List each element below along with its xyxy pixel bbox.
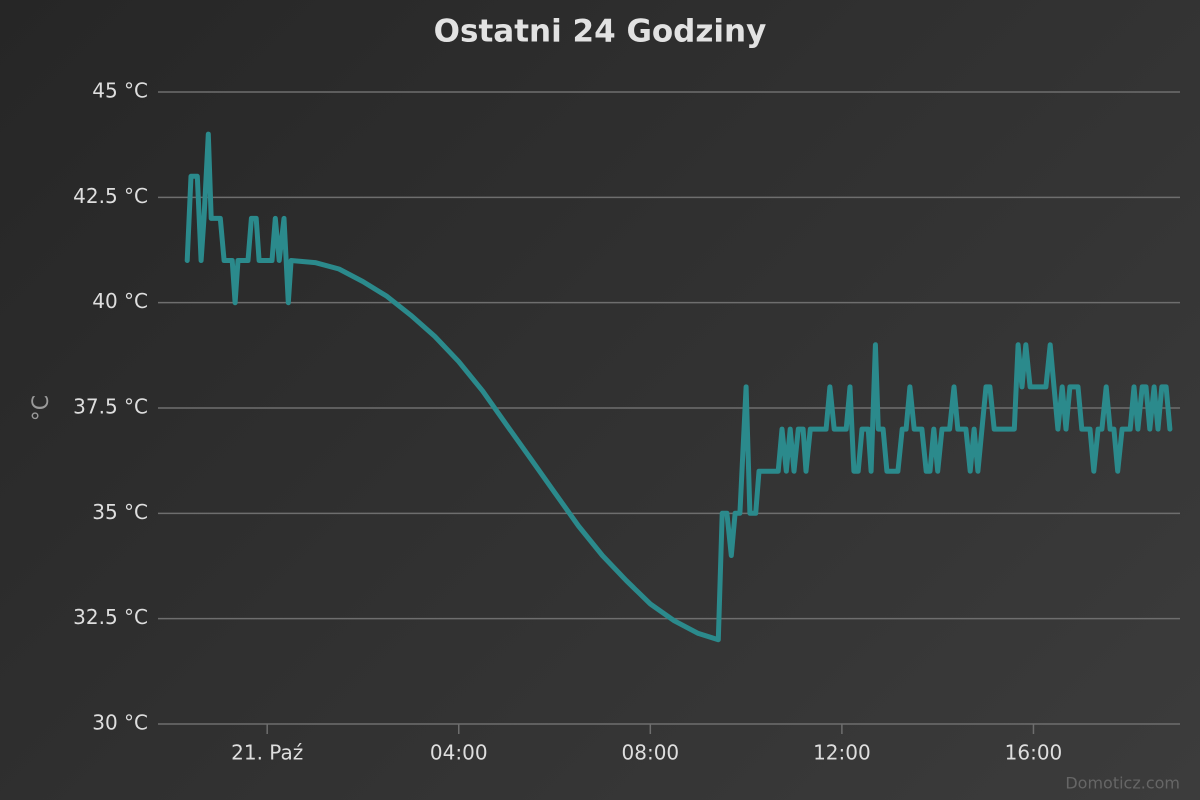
y-tick-label: 42.5 °C	[73, 184, 148, 208]
chart-title: Ostatni 24 Godziny	[434, 14, 767, 50]
x-tick-label: 04:00	[430, 741, 488, 765]
y-tick-label: 45 °C	[92, 79, 148, 103]
y-axis-title: °C	[29, 395, 54, 421]
y-tick-label: 32.5 °C	[73, 605, 148, 629]
x-tick-label: 12:00	[813, 741, 871, 765]
y-tick-label: 40 °C	[92, 289, 148, 313]
y-tick-label: 35 °C	[92, 500, 148, 524]
y-tick-label: 30 °C	[92, 711, 148, 735]
credits: Domoticz.com	[1065, 774, 1180, 793]
data-line	[184, 131, 1173, 643]
x-tick-label: 08:00	[622, 741, 680, 765]
y-tick-label: 37.5 °C	[73, 395, 148, 419]
x-tick-label: 16:00	[1005, 741, 1063, 765]
x-tick-label: 21. Paź	[231, 741, 303, 765]
